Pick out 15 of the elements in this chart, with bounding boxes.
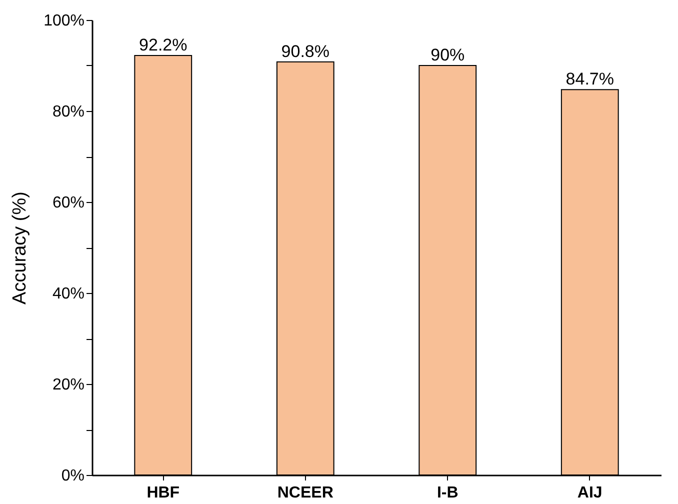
- x-tick-label: I-B: [436, 484, 458, 502]
- data-label: 90%: [430, 46, 465, 64]
- x-tick-label: NCEER: [277, 484, 334, 502]
- y-tick-label: 20%: [52, 376, 84, 394]
- data-label: 92.2%: [139, 35, 188, 54]
- y-tick-label: 0%: [61, 468, 84, 484]
- y-tick-label: 80%: [52, 104, 84, 120]
- data-label: 90.8%: [281, 42, 330, 61]
- y-axis-title: Accuracy (%): [10, 192, 31, 304]
- y-tick-label: 40%: [52, 286, 84, 302]
- x-tick-label: AIJ: [577, 484, 602, 502]
- y-tick-label: 60%: [52, 194, 84, 212]
- data-label: 84.7%: [566, 70, 614, 89]
- x-tick-label: HBF: [146, 484, 180, 502]
- y-tick-label: 100%: [44, 12, 84, 30]
